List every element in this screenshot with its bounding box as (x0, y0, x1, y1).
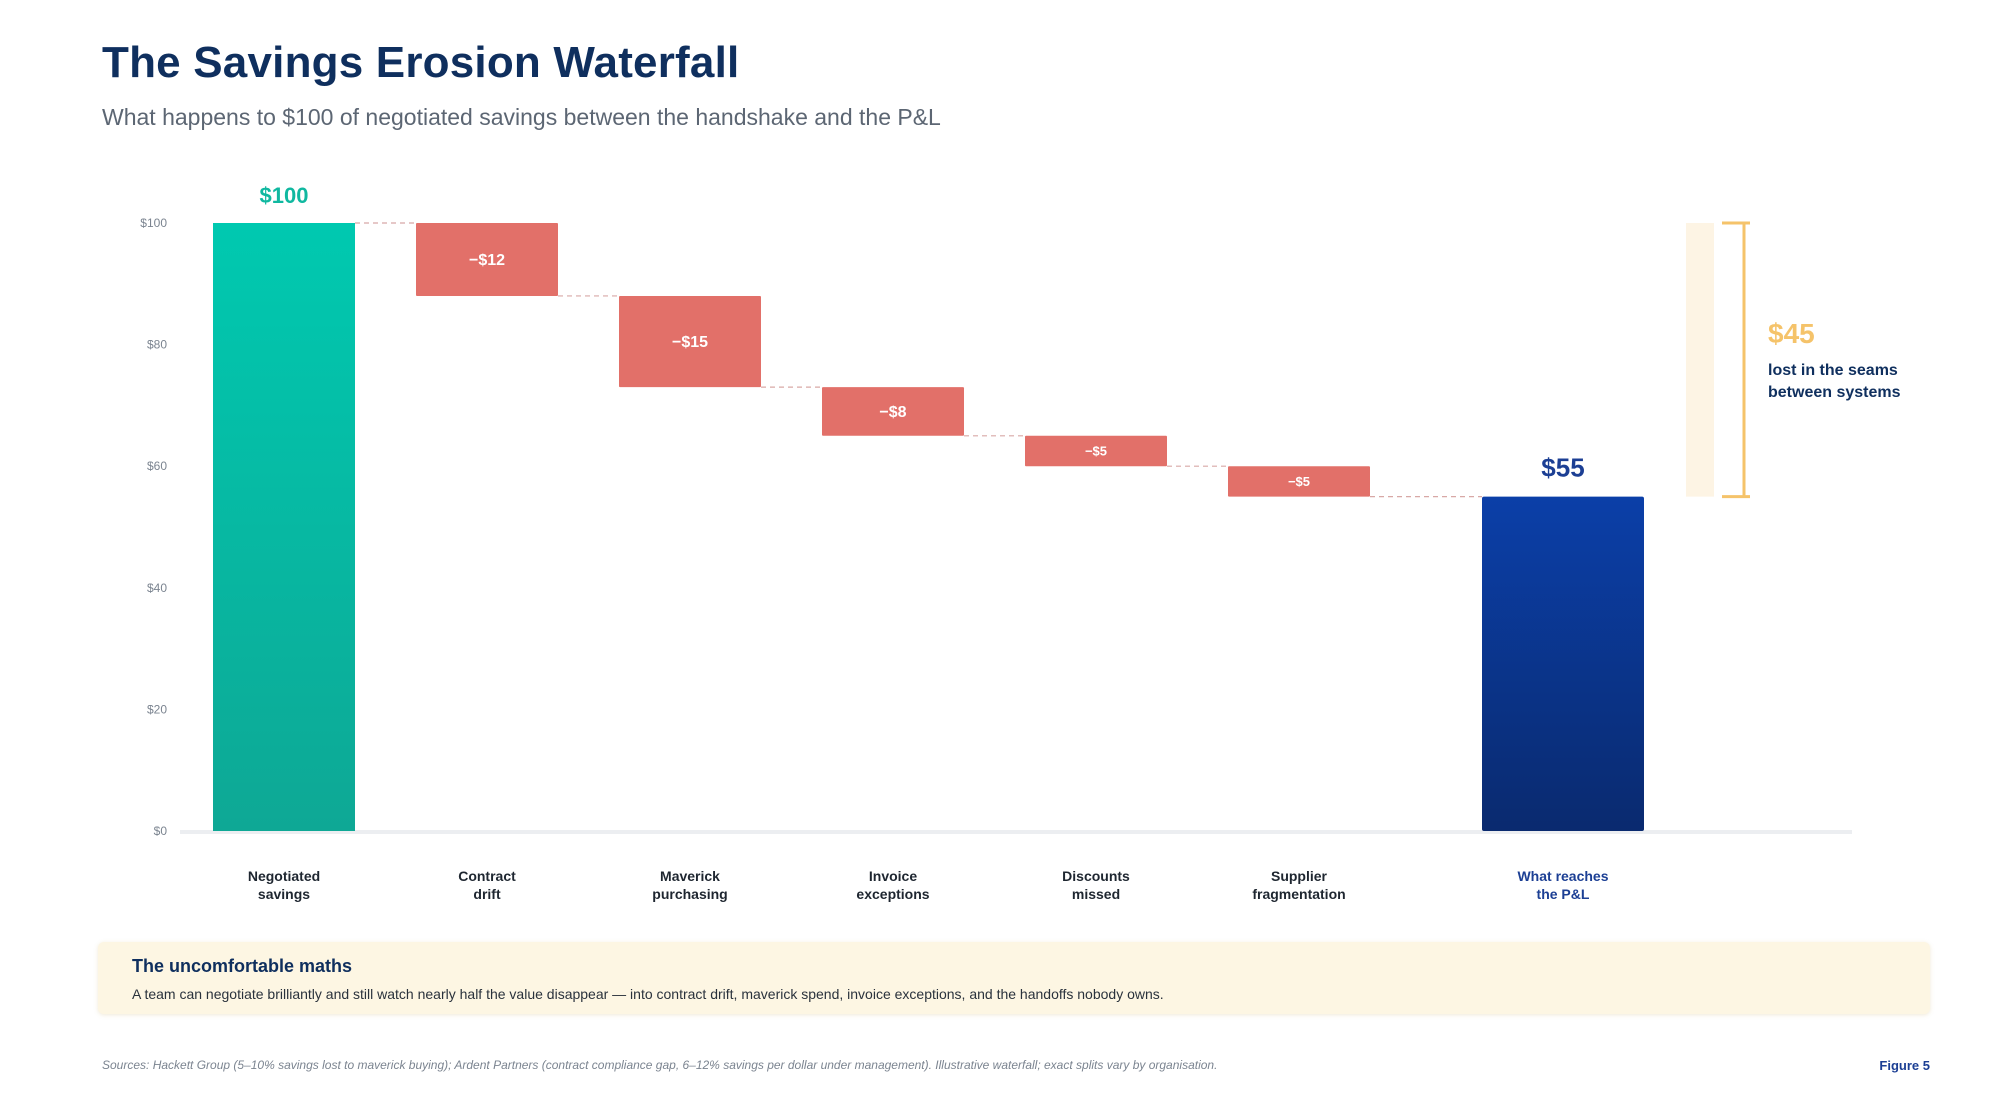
y-tick-label: $0 (154, 824, 168, 838)
bar-value-label: −$5 (1288, 474, 1310, 489)
insight-panel-title: The uncomfortable maths (132, 956, 353, 976)
loss-callout-value: $45 (1768, 318, 1815, 349)
page-subtitle: What happens to $100 of negotiated savin… (102, 104, 941, 130)
x-tick-label: the P&L (1537, 886, 1590, 902)
bar-value-label: −$15 (672, 334, 708, 351)
y-tick-label: $40 (147, 581, 167, 595)
bar-negotiated-savings (213, 223, 355, 831)
sources-note: Sources: Hackett Group (5–10% savings lo… (102, 1058, 1218, 1072)
bar-value-label: $100 (260, 183, 309, 208)
bar-loss (619, 295, 761, 388)
y-tick-label: $60 (147, 459, 167, 473)
x-tick-label: Invoice (869, 868, 917, 884)
insight-panel-body: A team can negotiate brilliantly and sti… (132, 986, 1164, 1002)
x-axis-labels: Negotiated savings Contract drift Maverick pu… (248, 868, 1609, 902)
bar-reaches-pl (1482, 496, 1644, 831)
bar-value-label: −$12 (469, 252, 505, 269)
bars: $100 −$12 −$15 −$8 −$5 −$5 $55 (213, 183, 1644, 831)
figure-number: Figure 5 (1879, 1058, 1930, 1073)
x-tick-label: Maverick (660, 868, 720, 884)
x-tick-label: What reaches (1517, 868, 1608, 884)
x-tick-label: Contract (458, 868, 516, 884)
x-tick-label: missed (1072, 886, 1120, 902)
x-tick-label: Negotiated (248, 868, 320, 884)
x-tick-label: savings (258, 886, 310, 902)
x-tick-label: drift (473, 886, 501, 902)
x-tick-label: Supplier (1271, 868, 1328, 884)
bar-loss (416, 223, 558, 296)
bar-value-label: −$5 (1085, 444, 1107, 459)
loss-callout-text: lost in the seams between systems (1768, 362, 1901, 401)
x-tick-label: Discounts (1062, 868, 1130, 884)
insight-panel: The uncomfortable maths A team can negot… (98, 942, 1930, 1014)
y-axis: $100 $80 $60 $40 $20 $0 (140, 216, 1852, 838)
x-tick-label: purchasing (652, 886, 727, 902)
bar-loss (822, 387, 964, 436)
callout-band (1686, 223, 1714, 497)
bar-loss (1025, 435, 1167, 467)
x-tick-label: fragmentation (1252, 886, 1345, 902)
bar-value-label: $55 (1541, 453, 1584, 483)
x-tick-label: exceptions (856, 886, 929, 902)
y-tick-label: $80 (147, 338, 167, 352)
bar-loss (1228, 466, 1370, 497)
loss-callout-bracket (1686, 221, 1750, 499)
y-tick-label: $100 (140, 216, 167, 230)
y-tick-label: $20 (147, 702, 167, 716)
page-title: The Savings Erosion Waterfall (102, 38, 740, 87)
bar-value-label: −$8 (879, 404, 906, 421)
